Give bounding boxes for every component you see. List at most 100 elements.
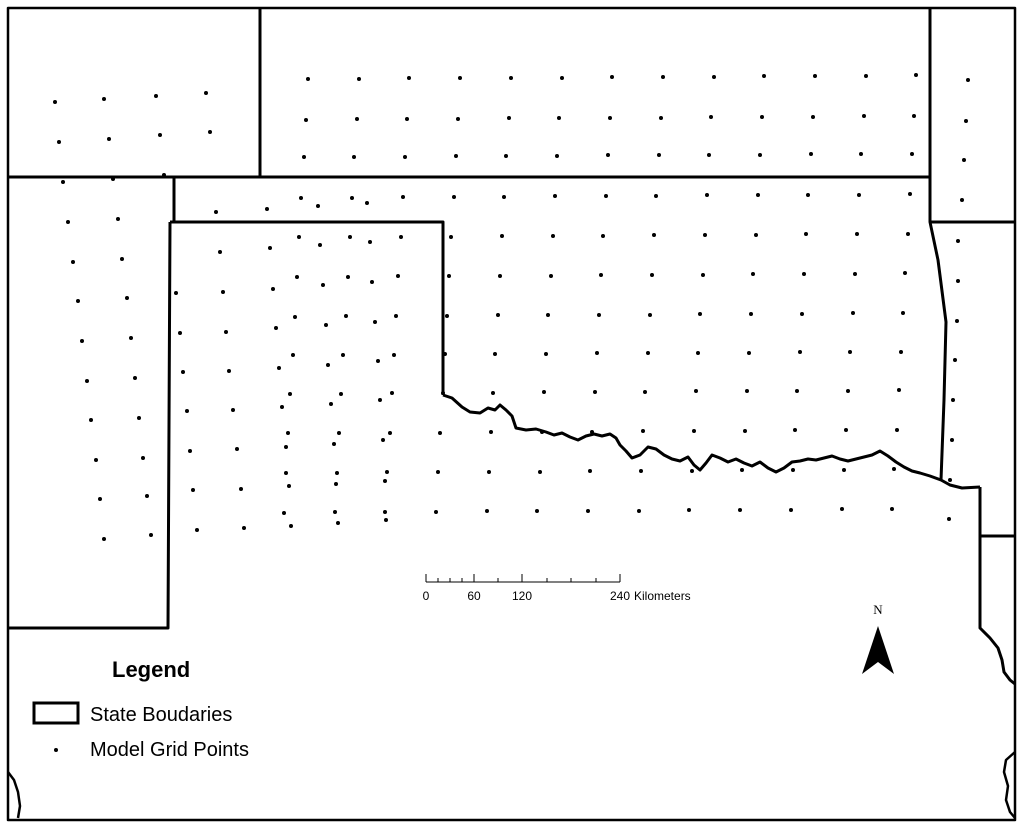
state-boundary-symbol-icon — [32, 701, 80, 725]
grid-point — [191, 488, 195, 492]
grid-point — [844, 428, 848, 432]
grid-point — [489, 430, 493, 434]
grid-point — [129, 336, 133, 340]
grid-point — [456, 117, 460, 121]
grid-point — [346, 275, 350, 279]
grid-point — [956, 279, 960, 283]
grid-point — [948, 478, 952, 482]
grid-point — [654, 194, 658, 198]
grid-point — [76, 299, 80, 303]
grid-point — [705, 193, 709, 197]
scale-label-0: 0 — [423, 589, 430, 603]
grid-point — [277, 366, 281, 370]
grid-point — [390, 391, 394, 395]
grid-point — [864, 74, 868, 78]
grid-point — [334, 482, 338, 486]
grid-point — [85, 379, 89, 383]
grid-point — [544, 352, 548, 356]
grid-point — [405, 117, 409, 121]
grid-point — [800, 312, 804, 316]
grid-point — [798, 350, 802, 354]
grid-point — [370, 280, 374, 284]
grid-point — [690, 469, 694, 473]
grid-point — [149, 533, 153, 537]
grid-point — [947, 517, 951, 521]
grid-point — [652, 233, 656, 237]
grid-point — [178, 331, 182, 335]
grid-point — [747, 351, 751, 355]
grid-point — [280, 405, 284, 409]
grid-point — [504, 154, 508, 158]
scale-label-120: 120 — [512, 589, 532, 603]
grid-point — [107, 137, 111, 141]
scale-bar: 0 60 120 240 Kilometers — [423, 574, 691, 603]
grid-point — [555, 154, 559, 158]
grid-point — [137, 416, 141, 420]
grid-point — [738, 508, 742, 512]
grid-point — [535, 509, 539, 513]
grid-point — [509, 76, 513, 80]
map-frame — [6, 6, 1017, 822]
grid-point — [637, 509, 641, 513]
grid-point — [694, 389, 698, 393]
grid-point — [333, 510, 337, 514]
grid-point — [289, 524, 293, 528]
grid-point — [964, 119, 968, 123]
grid-point — [434, 510, 438, 514]
coastline-west — [7, 771, 22, 819]
grid-point — [181, 370, 185, 374]
grid-point — [208, 130, 212, 134]
grid-point — [224, 330, 228, 334]
grid-point — [908, 192, 912, 196]
grid-point — [102, 97, 106, 101]
grid-point — [899, 350, 903, 354]
grid-point — [452, 195, 456, 199]
grid-point — [813, 74, 817, 78]
grid-point — [341, 353, 345, 357]
grid-point — [538, 470, 542, 474]
grid-point — [846, 389, 850, 393]
grid-point — [906, 232, 910, 236]
grid-point — [242, 526, 246, 530]
grid-point — [403, 155, 407, 159]
coastline-east — [1002, 751, 1016, 819]
grid-point — [235, 447, 239, 451]
grid-point-symbol-icon — [54, 748, 58, 752]
grid-point — [498, 274, 502, 278]
grid-point — [960, 198, 964, 202]
grid-point — [848, 350, 852, 354]
grid-point — [698, 312, 702, 316]
grid-point — [350, 196, 354, 200]
grid-point — [606, 153, 610, 157]
grid-point — [743, 429, 747, 433]
grid-point — [895, 428, 899, 432]
state-boundaries — [6, 6, 1017, 822]
grid-point — [335, 471, 339, 475]
grid-point — [445, 314, 449, 318]
grid-point — [287, 484, 291, 488]
grid-point — [593, 390, 597, 394]
grid-point — [80, 339, 84, 343]
grid-point — [392, 353, 396, 357]
red-river-boundary — [442, 393, 981, 490]
grid-point — [758, 153, 762, 157]
grid-point — [401, 195, 405, 199]
grid-point — [639, 469, 643, 473]
grid-point — [383, 479, 387, 483]
grid-point — [762, 74, 766, 78]
grid-point — [436, 470, 440, 474]
grid-point — [842, 468, 846, 472]
grid-point — [709, 115, 713, 119]
grid-point — [795, 389, 799, 393]
grid-point — [657, 153, 661, 157]
grid-point — [218, 250, 222, 254]
scale-label-240: 240 — [610, 589, 630, 603]
grid-point — [57, 140, 61, 144]
grid-point — [299, 196, 303, 200]
grid-point — [951, 398, 955, 402]
legend: Legend State Boudaries Model Grid Points — [32, 657, 249, 761]
grid-point — [381, 438, 385, 442]
grid-point — [214, 210, 218, 214]
grid-point — [336, 521, 340, 525]
grid-point — [701, 273, 705, 277]
